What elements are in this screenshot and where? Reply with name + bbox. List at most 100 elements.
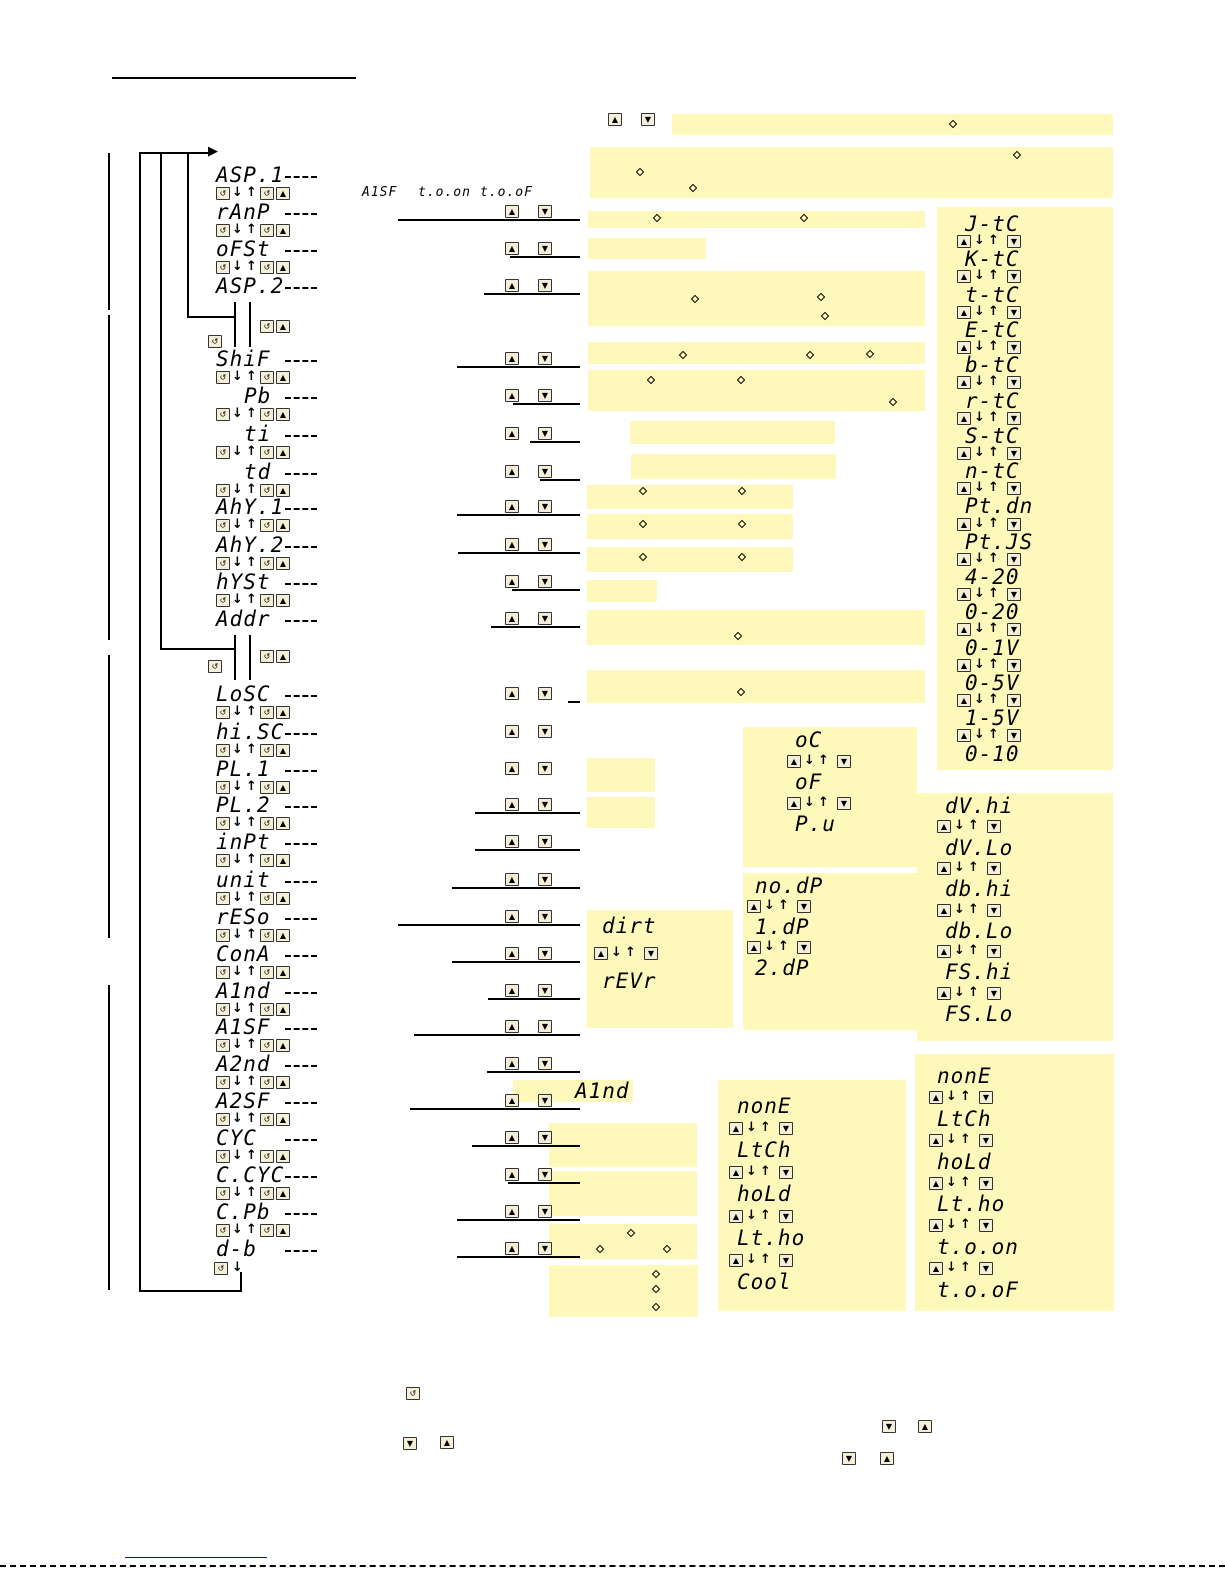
enter-key-icon[interactable]: ↺ xyxy=(260,594,274,607)
down-key-icon[interactable]: ▼ xyxy=(538,279,552,292)
up-key-icon[interactable]: ▲ xyxy=(505,947,519,960)
enter-key-icon[interactable]: ↺ xyxy=(214,1262,228,1275)
enter-key-icon[interactable]: ↺ xyxy=(216,594,230,607)
up-key-icon[interactable]: ▲ xyxy=(957,623,971,636)
enter-key-icon[interactable]: ↺ xyxy=(260,1003,274,1016)
down-key-icon[interactable]: ▼ xyxy=(987,820,1001,833)
up-key-icon[interactable]: ▲ xyxy=(957,659,971,672)
up-key-icon[interactable]: ▲ xyxy=(276,446,290,459)
up-key-icon[interactable]: ▲ xyxy=(929,1091,943,1104)
enter-key-icon[interactable]: ↺ xyxy=(260,929,274,942)
up-key-icon[interactable]: ▲ xyxy=(608,113,622,126)
enter-key-icon[interactable]: ↺ xyxy=(260,781,274,794)
up-key-icon[interactable]: ▲ xyxy=(505,910,519,923)
up-key-icon[interactable]: ▲ xyxy=(505,984,519,997)
enter-key-icon[interactable]: ↺ xyxy=(208,660,222,673)
enter-key-icon[interactable]: ↺ xyxy=(216,706,230,719)
up-key-icon[interactable]: ▲ xyxy=(505,279,519,292)
up-key-icon[interactable]: ▲ xyxy=(276,594,290,607)
down-key-icon[interactable]: ▼ xyxy=(538,352,552,365)
up-key-icon[interactable]: ▲ xyxy=(276,1150,290,1163)
enter-key-icon[interactable]: ↺ xyxy=(260,1039,274,1052)
up-key-icon[interactable]: ▲ xyxy=(957,518,971,531)
enter-key-icon[interactable]: ↺ xyxy=(216,1039,230,1052)
enter-key-icon[interactable]: ↺ xyxy=(260,484,274,497)
down-key-icon[interactable]: ▼ xyxy=(882,1420,896,1433)
enter-key-icon[interactable]: ↺ xyxy=(260,408,274,421)
down-key-icon[interactable]: ▼ xyxy=(538,1205,552,1218)
enter-key-icon[interactable]: ↺ xyxy=(216,187,230,200)
down-key-icon[interactable]: ▼ xyxy=(538,1242,552,1255)
down-key-icon[interactable]: ▼ xyxy=(797,941,811,954)
up-key-icon[interactable]: ▲ xyxy=(505,1242,519,1255)
down-key-icon[interactable]: ▼ xyxy=(842,1452,856,1465)
down-key-icon[interactable]: ▼ xyxy=(538,1057,552,1070)
up-key-icon[interactable]: ▲ xyxy=(276,408,290,421)
up-key-icon[interactable]: ▲ xyxy=(957,270,971,283)
up-key-icon[interactable]: ▲ xyxy=(918,1420,932,1433)
down-key-icon[interactable]: ▼ xyxy=(403,1437,417,1450)
up-key-icon[interactable]: ▲ xyxy=(929,1177,943,1190)
up-key-icon[interactable]: ▲ xyxy=(505,538,519,551)
up-key-icon[interactable]: ▲ xyxy=(937,862,951,875)
enter-key-icon[interactable]: ↺ xyxy=(216,817,230,830)
enter-key-icon[interactable]: ↺ xyxy=(216,408,230,421)
down-key-icon[interactable]: ▼ xyxy=(1007,447,1021,460)
down-key-icon[interactable]: ▼ xyxy=(1007,376,1021,389)
down-key-icon[interactable]: ▼ xyxy=(1007,235,1021,248)
up-key-icon[interactable]: ▲ xyxy=(276,484,290,497)
enter-key-icon[interactable]: ↺ xyxy=(216,744,230,757)
down-key-icon[interactable]: ▼ xyxy=(987,904,1001,917)
enter-key-icon[interactable]: ↺ xyxy=(260,706,274,719)
down-key-icon[interactable]: ▼ xyxy=(538,1131,552,1144)
up-key-icon[interactable]: ▲ xyxy=(276,224,290,237)
enter-key-icon[interactable]: ↺ xyxy=(260,371,274,384)
down-key-icon[interactable]: ▼ xyxy=(538,500,552,513)
up-key-icon[interactable]: ▲ xyxy=(276,892,290,905)
up-key-icon[interactable]: ▲ xyxy=(505,725,519,738)
up-key-icon[interactable]: ▲ xyxy=(276,1113,290,1126)
down-key-icon[interactable]: ▼ xyxy=(538,725,552,738)
up-key-icon[interactable]: ▲ xyxy=(276,320,290,333)
up-key-icon[interactable]: ▲ xyxy=(957,376,971,389)
down-key-icon[interactable]: ▼ xyxy=(1007,341,1021,354)
enter-key-icon[interactable]: ↺ xyxy=(260,650,274,663)
down-key-icon[interactable]: ▼ xyxy=(644,947,658,960)
enter-key-icon[interactable]: ↺ xyxy=(260,224,274,237)
enter-key-icon[interactable]: ↺ xyxy=(260,817,274,830)
up-key-icon[interactable]: ▲ xyxy=(937,987,951,1000)
up-key-icon[interactable]: ▲ xyxy=(957,482,971,495)
down-key-icon[interactable]: ▼ xyxy=(1007,412,1021,425)
up-key-icon[interactable]: ▲ xyxy=(957,553,971,566)
enter-key-icon[interactable]: ↺ xyxy=(216,929,230,942)
enter-key-icon[interactable]: ↺ xyxy=(216,1003,230,1016)
up-key-icon[interactable]: ▲ xyxy=(505,1094,519,1107)
enter-key-icon[interactable]: ↺ xyxy=(216,484,230,497)
up-key-icon[interactable]: ▲ xyxy=(276,781,290,794)
up-key-icon[interactable]: ▲ xyxy=(729,1210,743,1223)
down-key-icon[interactable]: ▼ xyxy=(1007,588,1021,601)
up-key-icon[interactable]: ▲ xyxy=(276,744,290,757)
up-key-icon[interactable]: ▲ xyxy=(880,1452,894,1465)
enter-key-icon[interactable]: ↺ xyxy=(260,187,274,200)
enter-key-icon[interactable]: ↺ xyxy=(260,261,274,274)
up-key-icon[interactable]: ▲ xyxy=(957,306,971,319)
up-key-icon[interactable]: ▲ xyxy=(937,820,951,833)
up-key-icon[interactable]: ▲ xyxy=(957,588,971,601)
enter-key-icon[interactable]: ↺ xyxy=(208,335,222,348)
up-key-icon[interactable]: ▲ xyxy=(505,352,519,365)
enter-key-icon[interactable]: ↺ xyxy=(216,854,230,867)
up-key-icon[interactable]: ▲ xyxy=(937,904,951,917)
down-key-icon[interactable]: ▼ xyxy=(1007,729,1021,742)
down-key-icon[interactable]: ▼ xyxy=(779,1254,793,1267)
enter-key-icon[interactable]: ↺ xyxy=(216,1187,230,1200)
up-key-icon[interactable]: ▲ xyxy=(505,873,519,886)
up-key-icon[interactable]: ▲ xyxy=(505,205,519,218)
up-key-icon[interactable]: ▲ xyxy=(957,447,971,460)
enter-key-icon[interactable]: ↺ xyxy=(216,1150,230,1163)
up-key-icon[interactable]: ▲ xyxy=(957,341,971,354)
enter-key-icon[interactable]: ↺ xyxy=(260,966,274,979)
enter-key-icon[interactable]: ↺ xyxy=(216,1224,230,1237)
enter-key-icon[interactable]: ↺ xyxy=(216,1113,230,1126)
enter-key-icon[interactable]: ↺ xyxy=(260,446,274,459)
